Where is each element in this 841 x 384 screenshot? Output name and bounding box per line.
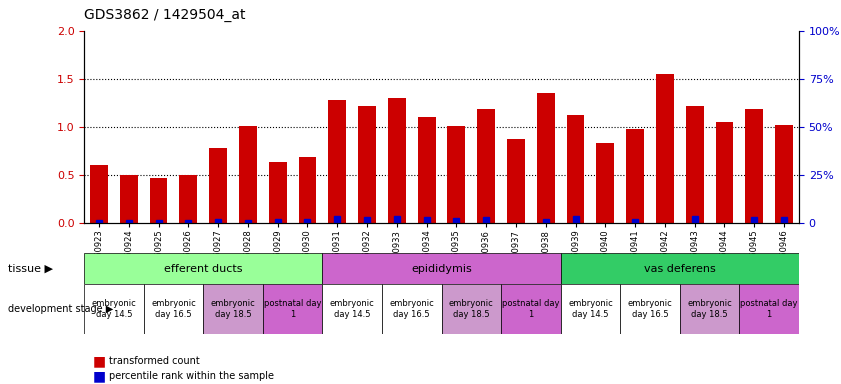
Bar	[567, 115, 584, 223]
Bar	[561, 253, 799, 284]
Bar	[680, 284, 739, 334]
Bar	[447, 126, 465, 223]
Text: postnatal day
1: postnatal day 1	[264, 300, 321, 319]
Bar	[90, 165, 108, 223]
Bar	[328, 100, 346, 223]
Bar	[299, 157, 316, 223]
Text: embryonic
day 14.5: embryonic day 14.5	[568, 300, 613, 319]
Text: embryonic
day 18.5: embryonic day 18.5	[449, 300, 494, 319]
Bar	[775, 125, 793, 223]
Bar	[239, 126, 257, 223]
Bar	[685, 106, 704, 223]
Text: embryonic
day 14.5: embryonic day 14.5	[92, 300, 136, 319]
Bar	[209, 148, 227, 223]
Text: epididymis: epididymis	[411, 264, 472, 274]
Bar	[322, 253, 561, 284]
Text: percentile rank within the sample: percentile rank within the sample	[109, 371, 274, 381]
Bar	[262, 284, 322, 334]
Bar	[561, 284, 620, 334]
Bar	[204, 284, 262, 334]
Bar	[382, 284, 442, 334]
Bar	[477, 109, 495, 223]
Bar	[119, 175, 138, 223]
Bar	[745, 109, 763, 223]
Text: ■: ■	[93, 369, 106, 383]
Text: GDS3862 / 1429504_at: GDS3862 / 1429504_at	[84, 8, 246, 22]
Bar	[596, 143, 614, 223]
Bar	[739, 284, 799, 334]
Bar	[537, 93, 555, 223]
Bar	[84, 253, 322, 284]
Text: transformed count: transformed count	[109, 356, 200, 366]
Text: vas deferens: vas deferens	[644, 264, 716, 274]
Bar	[269, 162, 287, 223]
Bar	[358, 106, 376, 223]
Text: embryonic
day 18.5: embryonic day 18.5	[687, 300, 732, 319]
Bar	[84, 284, 144, 334]
Bar	[179, 175, 198, 223]
Text: embryonic
day 14.5: embryonic day 14.5	[330, 300, 374, 319]
Text: postnatal day
1: postnatal day 1	[740, 300, 798, 319]
Bar	[150, 178, 167, 223]
Text: embryonic
day 16.5: embryonic day 16.5	[627, 300, 673, 319]
Text: efferent ducts: efferent ducts	[164, 264, 242, 274]
Text: embryonic
day 16.5: embryonic day 16.5	[151, 300, 196, 319]
Bar	[388, 98, 405, 223]
Bar	[322, 284, 382, 334]
Text: embryonic
day 18.5: embryonic day 18.5	[210, 300, 256, 319]
Bar	[716, 122, 733, 223]
Text: postnatal day
1: postnatal day 1	[502, 300, 559, 319]
Bar	[442, 284, 501, 334]
Bar	[656, 74, 674, 223]
Text: embryonic
day 16.5: embryonic day 16.5	[389, 300, 434, 319]
Text: ■: ■	[93, 354, 106, 368]
Bar	[620, 284, 680, 334]
Text: development stage ▶: development stage ▶	[8, 304, 114, 314]
Bar	[501, 284, 561, 334]
Bar	[144, 284, 204, 334]
Bar	[418, 117, 436, 223]
Bar	[627, 129, 644, 223]
Bar	[507, 139, 525, 223]
Text: tissue ▶: tissue ▶	[8, 264, 54, 274]
